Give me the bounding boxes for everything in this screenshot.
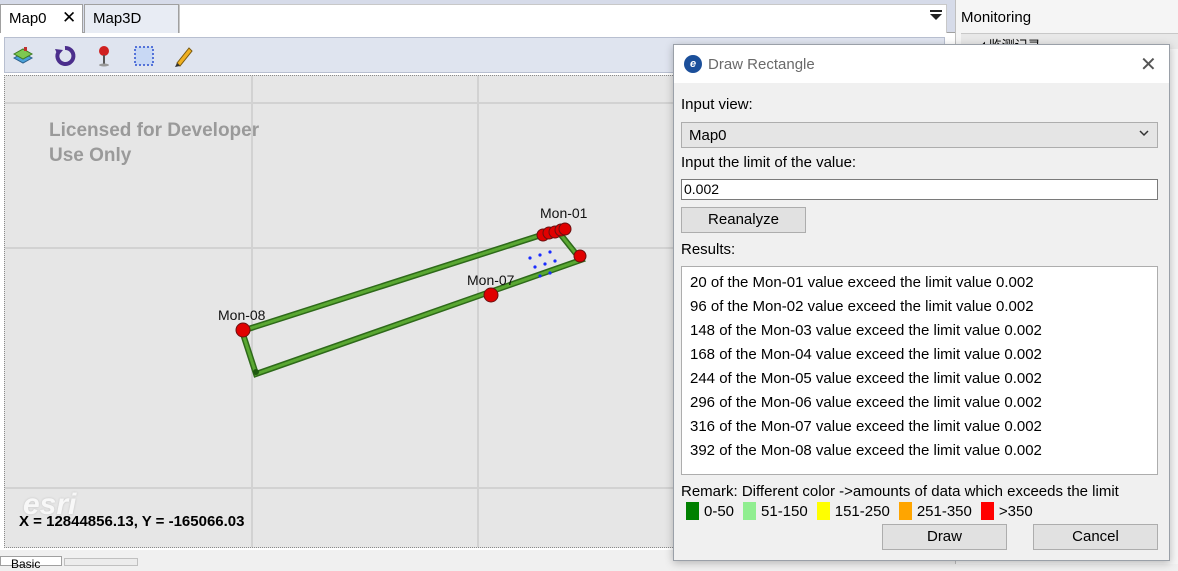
legend-swatch-over-350	[980, 502, 994, 520]
reanalyze-button[interactable]: Reanalyze	[681, 207, 806, 233]
legend-swatch-151-250	[816, 502, 830, 520]
legend-swatch-251-350	[898, 502, 912, 520]
tab-map3d-label: Map3D	[93, 10, 142, 27]
layers-icon[interactable]	[11, 44, 35, 68]
station-marker	[483, 287, 499, 303]
results-list[interactable]: 20 of the Mon-01 value exceed the limit …	[681, 266, 1158, 475]
grid-line	[5, 247, 944, 249]
input-view-value: Map0	[689, 127, 727, 144]
input-view-label: Input view:	[681, 96, 753, 113]
limit-label: Input the limit of the value:	[681, 154, 857, 171]
cancel-button[interactable]: Cancel	[1033, 524, 1158, 550]
bottom-tab-secondary[interactable]	[64, 558, 138, 566]
tree-item-records[interactable]: ◢ 监测记录	[975, 35, 1041, 49]
grid-line	[251, 76, 253, 547]
tab-strip-empty-area	[179, 4, 947, 33]
refresh-icon[interactable]	[53, 44, 77, 68]
list-item: 168 of the Mon-04 value exceed the limit…	[690, 346, 1042, 363]
station-label-mon-07: Mon-07	[467, 272, 515, 288]
draw-button[interactable]: Draw	[882, 524, 1007, 550]
input-view-select[interactable]: Map0	[681, 122, 1158, 148]
station-marker	[558, 222, 572, 236]
grid-line	[477, 76, 479, 547]
color-legend: 0-50 51-150 151-250 251-350 >350	[686, 501, 1042, 521]
list-item: 316 of the Mon-07 value exceed the limit…	[690, 418, 1042, 435]
pin-icon[interactable]	[92, 44, 116, 68]
license-line-1: Licensed for Developer	[49, 120, 260, 141]
dialog-titlebar[interactable]: e Draw Rectangle ✕	[674, 45, 1169, 83]
bottom-tab-label: Basic	[11, 557, 41, 571]
grid-line	[5, 487, 944, 489]
legend-label: 151-250	[834, 502, 890, 520]
chevron-down-icon	[1139, 126, 1149, 140]
list-item: 20 of the Mon-01 value exceed the limit …	[690, 274, 1034, 291]
bottom-tab[interactable]: Basic	[0, 556, 62, 571]
tab-map0-label: Map0	[9, 10, 47, 27]
monitoring-area-outline	[238, 226, 586, 378]
legend-label: 0-50	[704, 502, 735, 520]
menu-dropdown-icon[interactable]	[930, 9, 942, 23]
list-item: 392 of the Mon-08 value exceed the limit…	[690, 442, 1042, 459]
legend-label: 251-350	[916, 502, 972, 520]
license-watermark: Licensed for Developer Use Only	[49, 118, 259, 168]
close-icon[interactable]: ✕	[62, 8, 77, 27]
app-icon: e	[684, 55, 702, 73]
remark-text: Remark: Different color ->amounts of dat…	[681, 483, 1119, 500]
station-marker	[573, 249, 587, 263]
results-label: Results:	[681, 241, 736, 258]
pencil-icon[interactable]	[172, 44, 196, 68]
grid-line	[5, 102, 944, 104]
corner-vertex	[253, 369, 259, 375]
tab-map3d[interactable]: Map3D	[84, 4, 179, 33]
list-item: 96 of the Mon-02 value exceed the limit …	[690, 298, 1034, 315]
station-markers	[235, 222, 587, 375]
legend-label: 51-150	[761, 502, 808, 520]
station-label-mon-08: Mon-08	[218, 307, 266, 323]
monitoring-panel-title: Monitoring	[961, 9, 1032, 26]
map-graphics: Mon-01 Mon-07 Mon-08	[218, 205, 588, 378]
legend-swatch-51-150	[743, 502, 757, 520]
list-item: 148 of the Mon-03 value exceed the limit…	[690, 322, 1042, 339]
select-rectangle-icon[interactable]	[132, 44, 156, 68]
legend-swatch-0-50	[686, 502, 699, 520]
coordinate-readout: X = 12844856.13, Y = -165066.03	[19, 513, 245, 530]
selection-dots	[528, 250, 557, 278]
license-line-2: Use Only	[49, 145, 132, 166]
legend-label: >350	[998, 502, 1033, 520]
dialog-title: Draw Rectangle	[708, 56, 815, 73]
list-item: 244 of the Mon-05 value exceed the limit…	[690, 370, 1042, 387]
document-tab-strip: Map0 ✕ Map3D	[0, 0, 955, 33]
draw-rectangle-dialog: e Draw Rectangle ✕ Input view: Map0 Inpu…	[673, 44, 1170, 561]
close-icon[interactable]: ✕	[1140, 54, 1157, 76]
limit-input[interactable]: 0.002	[681, 179, 1158, 200]
station-marker	[235, 322, 251, 338]
tab-map0[interactable]: Map0 ✕	[0, 4, 83, 33]
station-label-mon-01: Mon-01	[540, 205, 588, 221]
list-item: 296 of the Mon-06 value exceed the limit…	[690, 394, 1042, 411]
esri-logo: esri	[23, 488, 77, 521]
